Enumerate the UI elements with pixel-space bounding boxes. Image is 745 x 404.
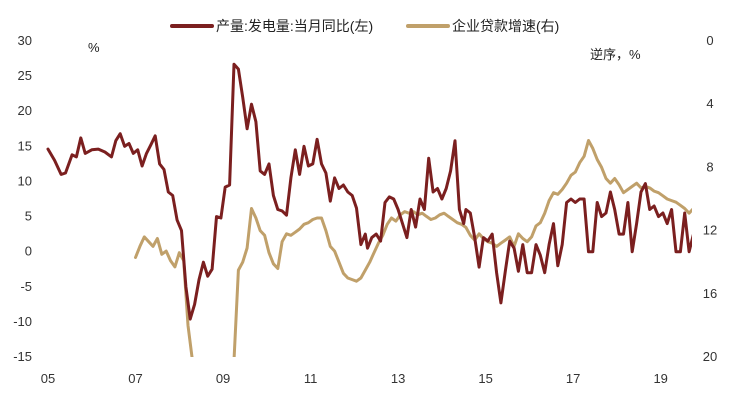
x-tick-label: 07	[128, 371, 142, 386]
legend-label-loans: 企业贷款增速(右)	[452, 18, 559, 34]
right-y-tick-label: 12	[703, 223, 717, 238]
x-tick-label: 19	[653, 371, 667, 386]
left-unit-label: %	[88, 40, 100, 55]
series-line-generation	[46, 62, 692, 321]
left-y-tick-label: -15	[13, 349, 32, 364]
right-unit-label: 逆序，%	[590, 47, 641, 62]
series-line-loans	[134, 139, 692, 357]
legend: 产量:发电量:当月同比(左) 企业贷款增速(右)	[170, 18, 559, 34]
series-layer	[46, 62, 692, 357]
left-y-axis: 30 25 20 15 10 5 0 -5 -10 -15	[13, 33, 32, 364]
legend-label-generation: 产量:发电量:当月同比(左)	[216, 18, 373, 34]
left-y-tick-label: 15	[18, 138, 32, 153]
right-y-tick-label: 20	[703, 349, 717, 364]
x-tick-label: 17	[566, 371, 580, 386]
right-y-axis: 0 4 8 12 16 20	[703, 33, 717, 364]
left-y-tick-label: -5	[20, 279, 32, 294]
right-y-tick-label: 0	[706, 33, 713, 48]
x-tick-label: 09	[216, 371, 230, 386]
x-tick-label: 05	[41, 371, 55, 386]
x-tick-label: 13	[391, 371, 405, 386]
right-y-tick-label: 4	[706, 96, 713, 111]
left-y-tick-label: 20	[18, 103, 32, 118]
right-y-tick-label: 8	[706, 159, 713, 174]
left-y-tick-label: 30	[18, 33, 32, 48]
right-y-tick-label: 16	[703, 286, 717, 301]
x-tick-label: 15	[478, 371, 492, 386]
left-y-tick-label: 0	[25, 244, 32, 259]
left-y-tick-label: 25	[18, 68, 32, 83]
left-y-tick-label: 5	[25, 209, 32, 224]
x-tick-label: 11	[304, 371, 318, 386]
left-y-tick-label: 10	[18, 173, 32, 188]
left-y-tick-label: -10	[13, 314, 32, 329]
x-axis: 05 07 09 11 13 15 17 19	[41, 371, 668, 386]
